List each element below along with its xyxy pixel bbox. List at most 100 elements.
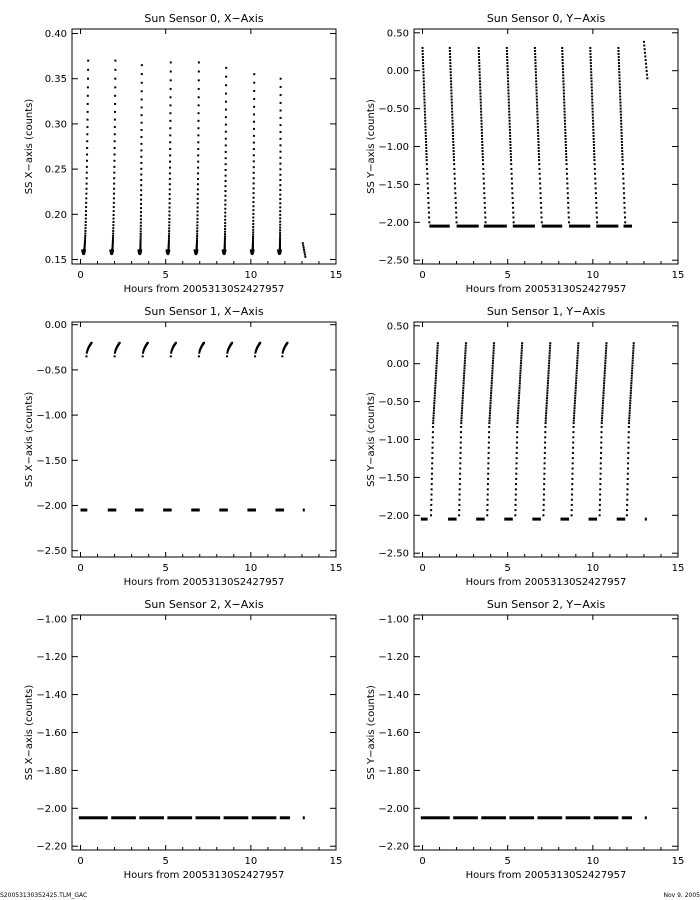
data-point — [424, 113, 427, 116]
data-point — [169, 147, 172, 150]
data-point — [619, 107, 622, 110]
y-tick-label: −2.50 — [378, 256, 409, 267]
data-point — [491, 367, 494, 370]
data-point — [539, 201, 542, 204]
data-point — [113, 165, 116, 168]
data-point — [449, 62, 452, 65]
plot-frame — [413, 614, 679, 851]
data-point — [617, 62, 620, 65]
data-segment — [623, 224, 633, 228]
data-point — [168, 217, 171, 220]
data-point — [223, 245, 226, 248]
data-point — [646, 73, 649, 76]
data-point — [140, 184, 143, 187]
data-point — [589, 46, 592, 49]
data-point — [453, 167, 456, 170]
data-point — [430, 477, 433, 480]
data-point — [252, 231, 255, 234]
data-point — [83, 250, 86, 253]
data-point — [167, 246, 170, 249]
data-point — [436, 352, 439, 355]
data-segment — [167, 816, 193, 820]
data-point — [545, 407, 548, 410]
data-point — [139, 246, 142, 249]
data-point — [478, 80, 481, 83]
data-point — [168, 221, 171, 224]
data-point — [197, 87, 200, 90]
data-point — [540, 221, 543, 224]
data-point — [449, 68, 452, 71]
data-point — [452, 137, 455, 140]
data-point — [279, 234, 282, 237]
y-tick-label: −1.50 — [378, 473, 409, 484]
data-point — [480, 128, 483, 131]
data-point — [536, 113, 539, 116]
data-point — [511, 201, 514, 204]
data-point — [449, 71, 452, 74]
data-point — [453, 172, 456, 175]
data-point — [593, 167, 596, 170]
data-point — [535, 86, 538, 89]
data-point — [139, 245, 142, 248]
data-point — [224, 174, 227, 177]
data-point — [86, 133, 89, 136]
data-point — [279, 240, 282, 243]
data-point — [140, 142, 143, 145]
data-point — [602, 387, 605, 390]
data-point — [252, 192, 255, 195]
data-point — [535, 77, 538, 80]
data-point — [483, 201, 486, 204]
data-point — [515, 483, 518, 486]
data-point — [223, 251, 226, 254]
data-point — [85, 192, 88, 195]
data-point — [282, 350, 285, 353]
data-point — [483, 197, 486, 200]
data-point — [112, 213, 115, 216]
chart-title: Sun Sensor 2, Y−Axis — [487, 598, 606, 611]
data-point — [114, 77, 117, 80]
data-point — [252, 250, 255, 253]
x-tick-label: 5 — [162, 856, 168, 867]
data-point — [508, 122, 511, 125]
data-point — [451, 116, 454, 119]
data-point — [512, 211, 515, 214]
data-point — [535, 98, 538, 101]
data-point — [423, 92, 426, 95]
x-tick-label: 5 — [504, 856, 510, 867]
data-point — [422, 77, 425, 80]
y-tick-label: 0.40 — [45, 29, 67, 40]
data-point — [430, 488, 433, 491]
data-point — [197, 355, 200, 358]
data-point — [86, 118, 89, 121]
data-point — [517, 397, 520, 400]
data-point — [302, 246, 305, 249]
data-point — [86, 126, 89, 129]
data-point — [450, 98, 453, 101]
data-point — [224, 123, 227, 126]
data-point — [481, 143, 484, 146]
data-segment — [593, 816, 619, 820]
data-point — [169, 160, 172, 163]
data-point — [251, 239, 254, 242]
data-point — [510, 172, 513, 175]
data-point — [592, 143, 595, 146]
data-point — [516, 417, 519, 420]
data-point — [603, 372, 606, 375]
data-point — [279, 241, 282, 244]
data-point — [459, 467, 462, 470]
data-point — [548, 352, 551, 355]
data-point — [618, 83, 621, 86]
data-point — [254, 350, 257, 353]
data-point — [542, 498, 545, 501]
data-point — [169, 70, 172, 73]
data-point — [430, 509, 433, 512]
data-point — [460, 417, 463, 420]
data-point — [279, 193, 282, 196]
data-point — [566, 182, 569, 185]
data-point — [519, 367, 522, 370]
data-point — [169, 87, 172, 90]
data-point — [518, 379, 521, 382]
data-point — [566, 177, 569, 180]
data-point — [85, 171, 88, 174]
data-point — [593, 147, 596, 150]
